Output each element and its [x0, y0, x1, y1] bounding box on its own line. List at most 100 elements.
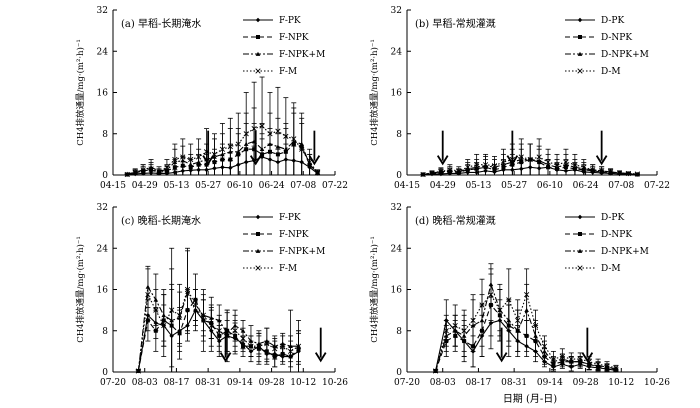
- data-point: [132, 169, 138, 175]
- data-point: [590, 167, 596, 173]
- y-tick-label: 8: [102, 130, 108, 140]
- fertilization-arrowhead: [495, 352, 508, 363]
- y-axis-label: CH4排放通量/mg·(m²·h)⁻¹: [369, 39, 380, 146]
- data-point: [169, 307, 175, 313]
- data-point: [578, 35, 582, 39]
- series-d-m: [420, 138, 640, 178]
- data-point: [625, 170, 632, 177]
- data-point: [515, 317, 521, 324]
- y-tick-label: 8: [396, 130, 402, 140]
- data-point: [527, 156, 533, 163]
- series-f-m: [135, 247, 302, 374]
- legend-label: D-NPK+M: [601, 50, 649, 60]
- data-point: [432, 368, 439, 374]
- x-axis-label: 日期 (月-日): [503, 393, 557, 405]
- data-point: [232, 328, 238, 334]
- x-tick-label: 04-15: [394, 181, 420, 191]
- data-point: [474, 162, 480, 168]
- y-tick-label: 16: [97, 89, 109, 99]
- x-tick-label: 04-29: [430, 181, 456, 191]
- data-point: [563, 159, 569, 165]
- fertilization-arrowhead: [219, 352, 232, 363]
- data-point: [256, 232, 260, 236]
- data-point: [153, 307, 159, 313]
- data-point: [613, 365, 619, 371]
- y-tick-label: 0: [102, 368, 108, 378]
- data-point: [307, 159, 313, 165]
- data-point: [568, 356, 574, 362]
- data-point: [577, 265, 583, 271]
- x-tick-label: 04-15: [100, 181, 126, 191]
- data-point: [172, 156, 178, 163]
- y-axis-label: CH4排放通量/mg·(m²·h)⁻¹: [369, 236, 380, 343]
- data-point: [255, 17, 261, 23]
- y-tick-label: 16: [97, 286, 109, 296]
- data-point: [488, 292, 494, 298]
- data-point: [452, 322, 458, 329]
- data-point: [192, 302, 199, 308]
- data-point: [161, 322, 167, 329]
- x-tick-label: 09-28: [573, 378, 599, 388]
- panel-title: (a) 早稻-长期淹水: [121, 17, 201, 30]
- data-point: [634, 171, 640, 177]
- legend-label: D-M: [601, 264, 621, 274]
- data-point: [443, 328, 449, 334]
- data-point: [216, 328, 222, 334]
- data-point: [256, 35, 260, 39]
- data-point: [283, 133, 289, 139]
- series-line: [435, 292, 617, 372]
- data-point: [255, 248, 261, 253]
- data-point: [287, 348, 294, 354]
- data-point: [256, 343, 262, 349]
- data-point: [272, 346, 278, 352]
- y-tick-label: 0: [102, 171, 108, 181]
- x-tick-label: 07-20: [100, 378, 126, 388]
- data-point: [188, 156, 194, 163]
- y-tick-label: 16: [391, 286, 403, 296]
- x-tick-label: 05-27: [501, 181, 527, 191]
- data-point: [541, 343, 548, 349]
- data-point: [429, 170, 435, 176]
- x-tick-label: 05-13: [163, 181, 189, 191]
- data-point: [314, 169, 321, 176]
- legend-label: D-NPK+M: [601, 247, 649, 257]
- data-point: [536, 154, 542, 160]
- legend-label: D-NPK: [601, 230, 632, 240]
- data-point: [248, 343, 254, 349]
- data-point: [135, 368, 141, 374]
- data-point: [461, 328, 467, 334]
- fertilization-arrowhead: [249, 155, 262, 166]
- data-point: [208, 322, 214, 329]
- data-point: [506, 297, 512, 303]
- chart-panel-b: 0 8 16 24 32 04-15 04-29 05-13 05-27 06-10 06-24 07…: [369, 6, 670, 191]
- data-point: [482, 162, 489, 168]
- data-point: [299, 146, 305, 152]
- fertilization-arrowhead: [314, 352, 327, 363]
- data-point: [447, 167, 453, 173]
- y-tick-label: 0: [396, 368, 402, 378]
- data-point: [255, 265, 261, 271]
- legend-label: F-M: [279, 264, 297, 274]
- data-point: [124, 171, 130, 178]
- data-point: [264, 341, 270, 347]
- y-tick-label: 8: [102, 327, 108, 337]
- data-point: [148, 166, 154, 172]
- x-tick-label: 05-13: [465, 181, 491, 191]
- data-point: [243, 131, 249, 137]
- x-tick-label: 07-08: [608, 181, 634, 191]
- chart-panel-d: 0 8 16 24 32 07-20 08-03 08-17 08-31 09-14 09-28 10…: [369, 203, 670, 388]
- x-tick-label: 09-28: [259, 378, 285, 388]
- legend-label: F-NPK: [279, 230, 309, 240]
- x-tick-label: 09-14: [537, 378, 563, 388]
- data-point: [577, 51, 583, 56]
- data-point: [291, 136, 297, 142]
- data-point: [140, 167, 146, 173]
- data-point: [456, 168, 462, 174]
- x-tick-label: 10-12: [290, 378, 316, 388]
- data-point: [255, 68, 261, 74]
- panel-title: (c) 晚稻-长期淹水: [121, 214, 201, 227]
- x-tick-label: 08-31: [501, 378, 527, 388]
- data-point: [577, 248, 583, 253]
- y-tick-label: 32: [391, 6, 402, 16]
- data-point: [470, 317, 476, 324]
